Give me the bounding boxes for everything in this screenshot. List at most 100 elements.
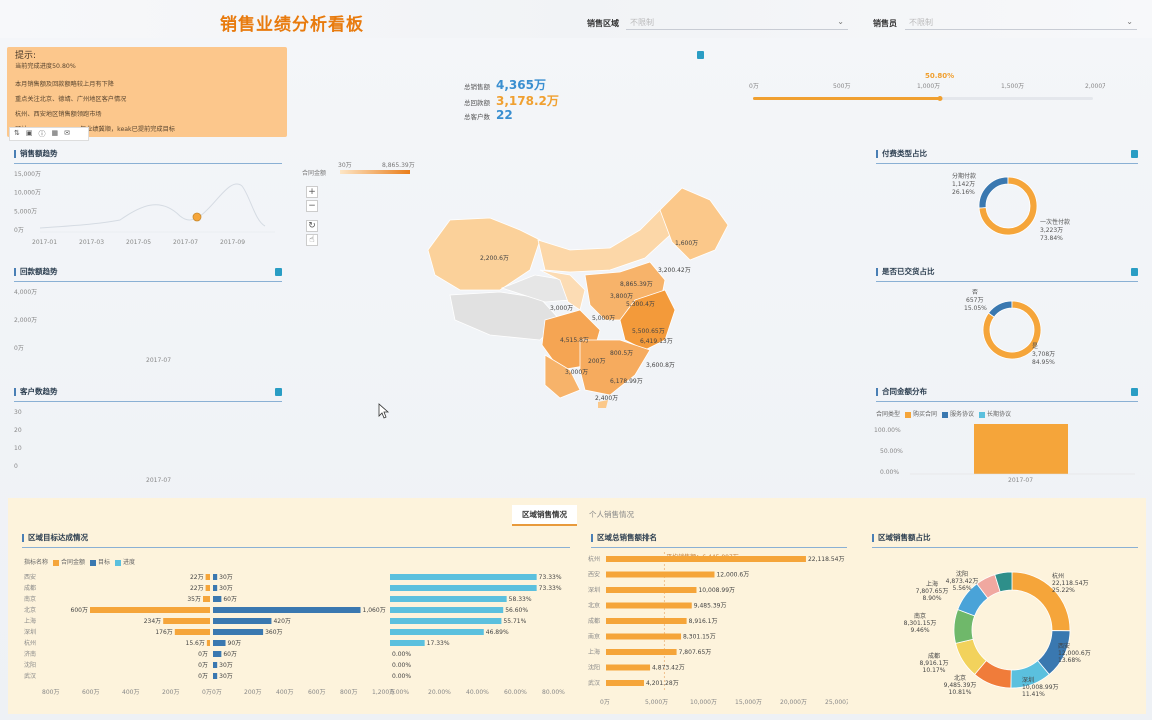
customer-trend-title: 客户数趋势 — [14, 386, 282, 397]
svg-text:西安: 西安 — [1058, 642, 1070, 650]
ranking-bar — [606, 664, 651, 671]
export-icon[interactable] — [1131, 149, 1138, 158]
x-tick-label: 20,000万 — [780, 699, 807, 706]
progress-tick-label: 2,000万 — [1085, 83, 1105, 90]
city-label: 上海 — [588, 648, 600, 656]
tip-line: 重点关注北京、德靖、广州地区客户情况 — [15, 96, 127, 103]
region-filter-select[interactable]: 不限制 ⌄ — [626, 14, 848, 30]
y-tick-label: 0万 — [14, 345, 24, 352]
target-bar — [213, 596, 222, 602]
legend-item[interactable]: 服务协议 — [942, 409, 974, 418]
svg-text:1,142万: 1,142万 — [952, 181, 975, 188]
top-bar — [0, 0, 1152, 38]
svg-text:3,708万: 3,708万 — [1032, 351, 1055, 358]
kpi-group: 总销售额 4,365万 总回款额 3,178.2万 总客户数 22 — [464, 76, 559, 124]
target-label: 30万 — [219, 673, 233, 680]
svg-text:10.81%: 10.81% — [949, 689, 972, 696]
target-bar — [213, 585, 218, 591]
map-value-label: 3,800万 — [610, 293, 633, 300]
donut-slice — [978, 176, 1009, 209]
progress-percent: 50.80% — [925, 72, 955, 80]
progress-label: 0.00% — [392, 673, 411, 680]
map-value-label: 200万 — [588, 358, 605, 365]
export-icon[interactable] — [1131, 387, 1138, 396]
ranking-chart: 平均销售额：6,445.887万杭州22,118.54万西安12,000.6万深… — [588, 552, 848, 706]
target-bar — [213, 662, 218, 668]
x-tick-label: 40.00% — [466, 689, 489, 696]
divider — [876, 281, 1138, 282]
reset-icon[interactable]: ↻ — [306, 220, 318, 232]
x-tick-label: 20.00% — [428, 689, 451, 696]
tab-personal-sales[interactable]: 个人销售情况 — [589, 510, 634, 519]
target-label: 30万 — [219, 585, 233, 592]
city-label: 南京 — [24, 595, 36, 603]
target-bar — [213, 640, 226, 646]
ranking-value: 8,301.15万 — [683, 634, 716, 641]
amount-label: 0万 — [198, 651, 208, 658]
tab-region-sales[interactable]: 区域销售情况 — [512, 505, 577, 526]
y-tick-label: 0 — [14, 463, 18, 470]
donut-slice — [982, 300, 1042, 360]
x-tick-label: 2017-07 — [146, 357, 171, 364]
ranking-bar — [606, 556, 806, 562]
legend-item[interactable]: 目标 — [90, 557, 110, 566]
china-map: 2,200.6万1,600万3,200.42万8,865.39万3,800万5,… — [427, 187, 729, 408]
table-icon[interactable]: ▦ — [51, 129, 59, 137]
export-icon[interactable] — [1131, 267, 1138, 276]
x-tick-label: 200万 — [162, 689, 179, 696]
progress-bar — [390, 618, 502, 624]
svg-text:25.22%: 25.22% — [1052, 587, 1075, 594]
export-icon[interactable]: ▣ — [25, 129, 33, 137]
salesperson-filter-select[interactable]: 不限制 ⌄ — [905, 14, 1137, 30]
svg-text:北京: 北京 — [954, 674, 966, 682]
amount-bar — [205, 574, 210, 580]
payment-type-donut: 分期付款 1,142万 26.16% 一次性付款 3,223万 73.84% — [952, 172, 1070, 242]
svg-text:深圳: 深圳 — [1022, 676, 1034, 684]
target-bar — [213, 651, 222, 657]
target-bar — [213, 607, 361, 613]
zoom-out-icon[interactable]: − — [306, 200, 318, 212]
x-tick-label: 800万 — [42, 689, 59, 696]
city-label: 西安 — [24, 573, 36, 581]
svg-text:一次性付款: 一次性付款 — [1040, 218, 1070, 226]
share-title: 区域销售额占比 — [872, 532, 1138, 543]
ranking-bar — [606, 633, 682, 640]
donut-slice — [987, 300, 1013, 318]
target-bar — [213, 673, 218, 679]
comment-icon[interactable]: ✉ — [64, 129, 70, 137]
map-value-label: 4,515.8万 — [560, 337, 589, 344]
y-tick-label: 10 — [14, 445, 22, 452]
divider — [14, 281, 282, 282]
legend-item[interactable]: 进度 — [115, 557, 135, 566]
legend-item[interactable]: 购买合同 — [905, 409, 937, 418]
svg-text:2017-07: 2017-07 — [1008, 477, 1033, 484]
info-icon[interactable]: ⓘ — [38, 130, 46, 138]
svg-text:上海: 上海 — [926, 580, 938, 588]
amount-label: 0万 — [198, 662, 208, 669]
svg-text:15.05%: 15.05% — [964, 305, 987, 312]
x-tick-label: 800万 — [340, 689, 357, 696]
map-value-label: 2,200.6万 — [480, 255, 509, 262]
x-tick-label: 600万 — [308, 689, 325, 696]
divider — [876, 163, 1138, 164]
svg-text:0.00%: 0.00% — [880, 469, 899, 476]
tip-line: 本月销售额及回款额略较上月有下降 — [15, 81, 114, 88]
pan-icon[interactable]: ☝ — [306, 234, 318, 246]
legend-item[interactable]: 长期协议 — [979, 409, 1011, 418]
zoom-in-icon[interactable]: + — [306, 186, 318, 198]
svg-text:8,301.15万: 8,301.15万 — [904, 620, 937, 627]
legend-item[interactable]: 合同金额 — [53, 557, 85, 566]
map-value-label: 3,000万 — [550, 305, 573, 312]
export-icon[interactable] — [697, 51, 704, 59]
export-icon[interactable] — [275, 267, 282, 276]
map-region-hainan — [598, 400, 608, 408]
map-value-label: 5,500.65万 — [632, 328, 665, 335]
city-label: 济南 — [24, 650, 36, 658]
ranking-bar — [606, 587, 697, 593]
sort-icon[interactable]: ⇅ — [14, 129, 20, 137]
export-icon[interactable] — [275, 387, 282, 396]
payment-trend-title: 回款额趋势 — [14, 266, 282, 277]
progress-tick-label: 0万 — [749, 83, 759, 90]
salesperson-filter-label: 销售员 — [873, 19, 897, 28]
